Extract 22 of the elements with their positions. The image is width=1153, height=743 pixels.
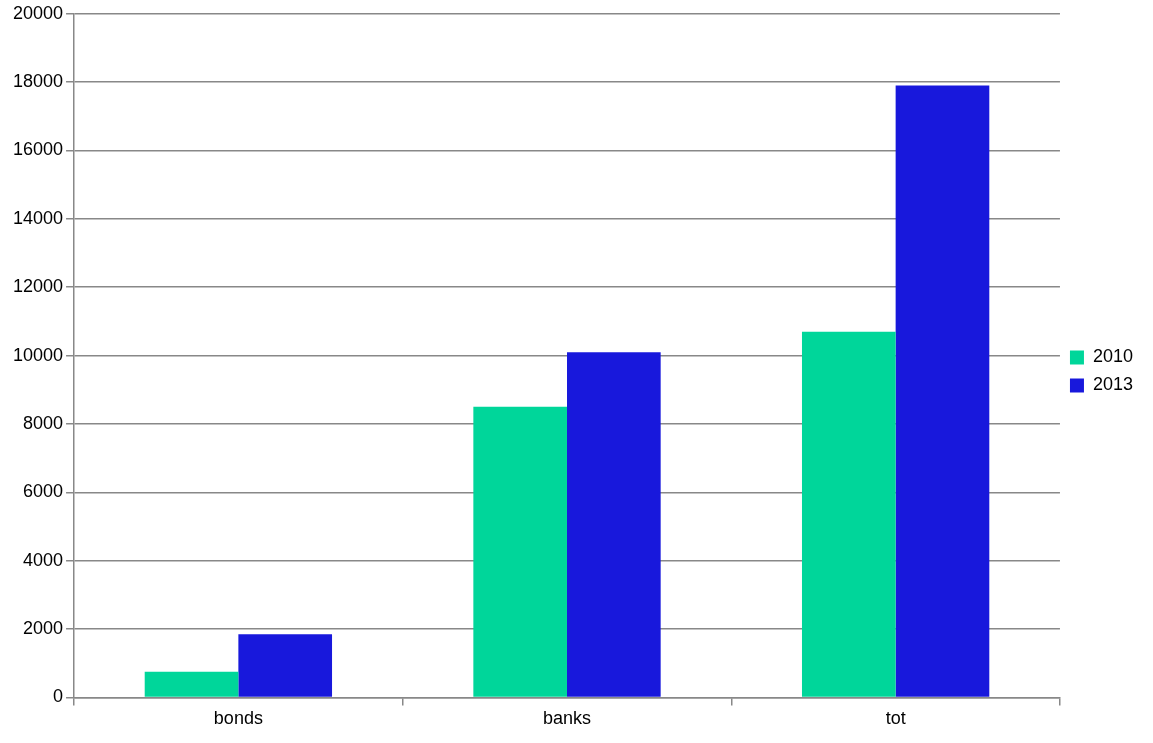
y-tick-label: 6000 — [23, 481, 64, 502]
y-tick-label: 8000 — [23, 412, 64, 433]
x-tick-label: tot — [885, 708, 906, 729]
bar — [144, 671, 239, 697]
y-tick-label: 16000 — [12, 139, 64, 160]
x-tick-label: bonds — [213, 708, 263, 729]
bar — [895, 85, 990, 697]
legend-label: 2013 — [1092, 374, 1133, 395]
y-tick-label: 0 — [53, 686, 64, 707]
bar — [567, 352, 661, 697]
bar — [473, 406, 568, 697]
y-tick-label: 20000 — [12, 2, 64, 23]
legend-label: 2010 — [1092, 346, 1133, 367]
x-tick-label: banks — [542, 708, 592, 729]
bar — [238, 634, 333, 697]
y-tick-label: 2000 — [23, 618, 64, 639]
y-tick-label: 14000 — [12, 207, 64, 228]
y-tick-label: 10000 — [12, 344, 64, 365]
y-tick-label: 4000 — [23, 549, 64, 570]
y-tick-label: 18000 — [12, 71, 64, 92]
bar — [801, 331, 896, 697]
y-tick-label: 12000 — [12, 276, 64, 297]
